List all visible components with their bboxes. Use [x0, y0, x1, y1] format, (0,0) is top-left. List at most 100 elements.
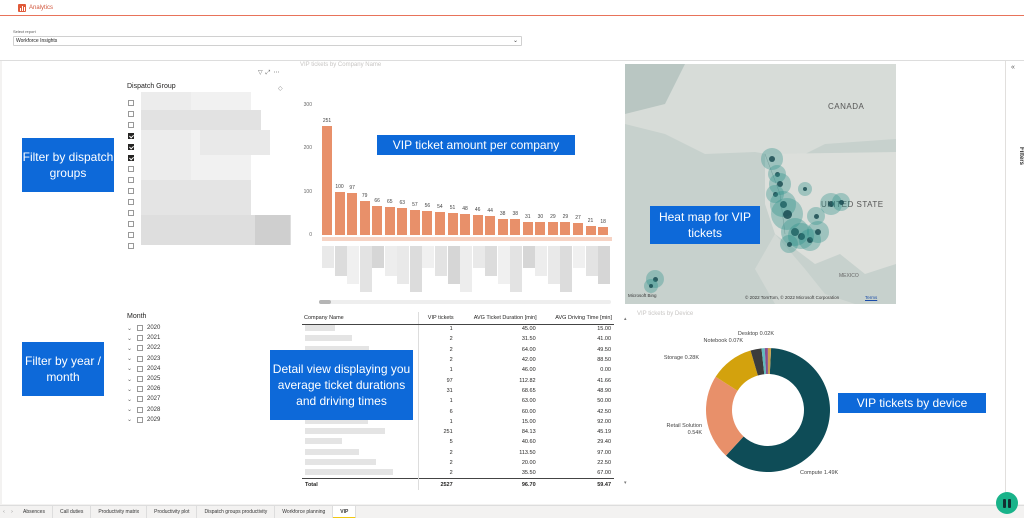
page-tab[interactable]: Workforce planning — [275, 505, 334, 518]
year-item[interactable]: ⌄ 2026 — [127, 384, 160, 394]
bar[interactable] — [347, 192, 358, 235]
bar[interactable] — [472, 215, 483, 235]
table-row[interactable]: 1 15.00 92.00 — [302, 416, 614, 427]
report-select[interactable]: Workforce Insights ⌄ — [13, 36, 522, 46]
bar[interactable] — [384, 206, 395, 235]
heat-point[interactable] — [797, 232, 805, 240]
donut-slice-retail-solution[interactable] — [706, 376, 744, 456]
expand-chevron-icon[interactable]: ⌄ — [127, 386, 133, 393]
dispatch-group-checkbox[interactable] — [128, 122, 134, 128]
expand-chevron-icon[interactable]: ⌄ — [127, 345, 133, 352]
dispatch-group-checkbox[interactable] — [128, 166, 134, 172]
year-checkbox[interactable] — [137, 406, 143, 413]
year-item[interactable]: ⌄ 2029 — [127, 415, 160, 425]
year-item[interactable]: ⌄ 2027 — [127, 394, 160, 404]
page-tab[interactable]: Dispatch groups productivity — [197, 505, 276, 518]
assistant-button[interactable] — [996, 492, 1018, 514]
year-item[interactable]: ⌄ 2025 — [127, 374, 160, 384]
heat-point[interactable] — [838, 199, 844, 205]
terms-link[interactable]: Terms — [865, 295, 878, 300]
bar[interactable] — [447, 212, 458, 235]
page-tab[interactable]: Call duties — [53, 505, 92, 518]
bar[interactable] — [535, 222, 546, 235]
heat-point[interactable] — [649, 284, 653, 288]
heat-point[interactable] — [772, 191, 778, 197]
heat-map[interactable]: CANADA UNITED STATE MEXICO Microsoft Bin… — [625, 64, 896, 304]
dispatch-group-checkbox[interactable] — [128, 199, 134, 205]
donut-slice-desktop[interactable] — [761, 348, 767, 375]
year-checkbox[interactable] — [137, 365, 143, 372]
table-row[interactable]: 2 64.00 49.50 — [302, 344, 614, 355]
year-item[interactable]: ⌄ 2024 — [127, 364, 160, 374]
bar[interactable] — [510, 218, 521, 235]
donut-slice-storage[interactable] — [715, 350, 758, 391]
table-row[interactable]: 2 31.50 41.00 — [302, 334, 614, 345]
donut-slice-notebook[interactable] — [750, 348, 765, 376]
dispatch-group-checkbox[interactable] — [128, 111, 134, 117]
year-checkbox[interactable] — [137, 376, 143, 382]
bar[interactable] — [485, 215, 496, 235]
dispatch-group-checkbox[interactable] — [128, 232, 134, 238]
scroll-up-icon[interactable]: ▴ — [624, 316, 627, 322]
table-row[interactable]: 2 113.50 97.00 — [302, 447, 614, 458]
year-item[interactable]: ⌄ 2023 — [127, 354, 160, 364]
visual-header-icons[interactable]: ▽⤢⋯ — [258, 70, 283, 76]
next-page-icon[interactable]: › — [11, 509, 13, 515]
bar[interactable] — [497, 218, 508, 235]
year-checkbox[interactable] — [137, 386, 143, 393]
dispatch-group-checkbox[interactable] — [128, 177, 134, 183]
heat-point[interactable] — [815, 229, 821, 235]
bar[interactable] — [598, 227, 609, 235]
year-item[interactable]: ⌄ 2021 — [127, 333, 160, 343]
expand-chevron-icon[interactable]: ⌄ — [127, 366, 133, 373]
page-tab[interactable]: Productivity matrix — [91, 505, 148, 518]
col-vip-tickets[interactable]: VIP tickets — [418, 312, 456, 325]
table-row[interactable]: 2 20.00 22.50 — [302, 457, 614, 469]
year-item[interactable]: ⌄ 2022 — [127, 343, 160, 353]
bar[interactable] — [322, 126, 332, 235]
heat-point[interactable] — [769, 156, 775, 162]
expand-chevron-icon[interactable]: ⌄ — [127, 417, 133, 424]
page-tab[interactable]: Absences — [16, 505, 53, 518]
heat-point[interactable] — [791, 228, 799, 236]
bar[interactable] — [547, 222, 558, 235]
table-row[interactable]: 2 35.50 67.00 — [302, 468, 614, 479]
year-checkbox[interactable] — [137, 355, 143, 362]
year-checkbox[interactable] — [137, 396, 143, 403]
expand-chevron-icon[interactable]: ⌄ — [127, 407, 133, 414]
bar[interactable] — [409, 210, 420, 235]
bar[interactable] — [359, 200, 370, 235]
heat-point[interactable] — [652, 276, 658, 282]
bar[interactable] — [372, 206, 383, 235]
dispatch-group-checkbox[interactable] — [128, 100, 134, 106]
col-avg-duration[interactable]: AVG Ticket Duration [min] — [455, 312, 539, 325]
heat-point[interactable] — [774, 171, 780, 177]
filter-pane[interactable]: « Filters — [1005, 61, 1024, 504]
bar[interactable] — [434, 211, 445, 235]
expand-chevron-icon[interactable]: ⌄ — [127, 325, 133, 332]
heat-point[interactable] — [786, 241, 792, 247]
bar[interactable] — [460, 214, 471, 235]
prev-page-icon[interactable]: ‹ — [3, 509, 5, 515]
year-item[interactable]: ⌄ 2020 — [127, 323, 160, 333]
heat-point[interactable] — [779, 200, 787, 208]
page-tab[interactable]: Productivity plot — [147, 505, 198, 518]
dispatch-group-checkbox[interactable] — [128, 188, 134, 194]
year-checkbox[interactable] — [137, 416, 143, 423]
chart-scrollbar[interactable] — [319, 300, 611, 304]
dispatch-group-checkbox[interactable] — [128, 155, 134, 161]
table-row[interactable]: 251 84.13 45.19 — [302, 426, 614, 438]
donut-slice-other1[interactable] — [764, 348, 768, 375]
bar[interactable] — [573, 223, 583, 235]
expand-chevron-icon[interactable]: ⌄ — [127, 356, 133, 363]
bar[interactable] — [334, 191, 345, 235]
table-row[interactable]: 5 40.60 29.40 — [302, 437, 614, 448]
table-row[interactable]: 1 45.00 15.00 — [302, 324, 614, 335]
bar[interactable] — [397, 207, 408, 235]
heat-point[interactable] — [828, 201, 834, 207]
table-scrollbar[interactable]: ▴ ▾ — [624, 316, 628, 486]
bar[interactable] — [522, 221, 533, 235]
scroll-down-icon[interactable]: ▾ — [624, 480, 627, 486]
dispatch-group-checkbox[interactable] — [128, 144, 134, 150]
bar[interactable] — [422, 210, 433, 235]
